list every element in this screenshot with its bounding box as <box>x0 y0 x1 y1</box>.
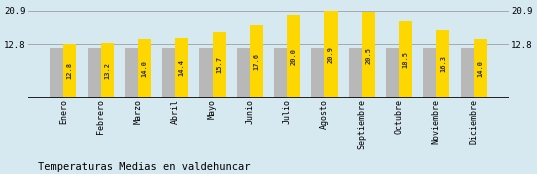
Bar <box>162 48 175 98</box>
Bar <box>50 48 63 98</box>
Text: 17.6: 17.6 <box>253 53 259 70</box>
Bar <box>138 39 151 98</box>
Bar <box>362 13 375 98</box>
Bar <box>349 48 362 98</box>
Bar <box>399 21 412 98</box>
Bar <box>324 11 338 98</box>
Text: 12.8: 12.8 <box>67 62 73 80</box>
Bar <box>311 48 324 98</box>
Bar <box>274 48 287 98</box>
Text: 14.0: 14.0 <box>141 60 148 77</box>
Text: 14.4: 14.4 <box>179 59 185 76</box>
Text: 16.3: 16.3 <box>440 55 446 72</box>
Bar <box>287 15 300 98</box>
Text: 15.7: 15.7 <box>216 57 222 73</box>
Bar <box>213 32 226 98</box>
Text: 18.5: 18.5 <box>403 51 409 68</box>
Bar <box>175 38 188 98</box>
Bar <box>63 44 76 98</box>
Text: 20.9: 20.9 <box>328 46 334 63</box>
Bar <box>88 48 100 98</box>
Bar <box>461 48 474 98</box>
Bar <box>474 39 487 98</box>
Bar <box>386 48 399 98</box>
Text: 20.5: 20.5 <box>365 46 371 64</box>
Bar <box>199 48 213 98</box>
Text: 13.2: 13.2 <box>104 62 110 79</box>
Text: Temperaturas Medias en valdehuncar: Temperaturas Medias en valdehuncar <box>38 162 250 172</box>
Bar <box>237 48 250 98</box>
Bar <box>437 30 449 98</box>
Bar <box>423 48 437 98</box>
Text: 14.0: 14.0 <box>477 60 483 77</box>
Bar <box>125 48 138 98</box>
Text: 20.0: 20.0 <box>291 48 296 65</box>
Bar <box>100 43 114 98</box>
Bar <box>250 25 263 98</box>
